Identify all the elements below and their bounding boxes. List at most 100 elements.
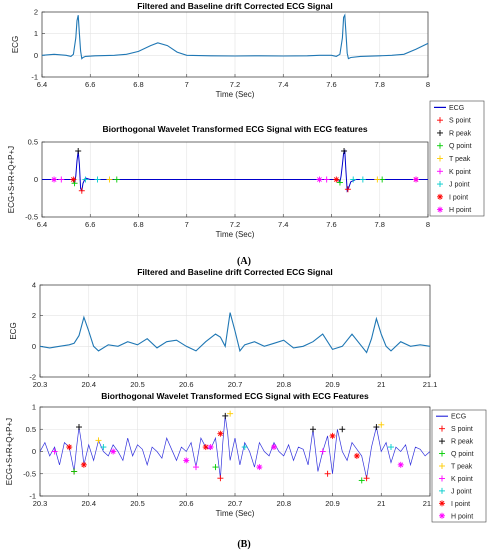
legend-label-q-point: Q point: [451, 451, 474, 458]
legend-label-h-point: H point: [449, 207, 471, 214]
marker-k-point: [323, 176, 330, 183]
marker-q-point: [113, 176, 120, 183]
y-tick-label: 0.5: [28, 138, 38, 147]
legend-label-k-point: K point: [451, 476, 473, 483]
marker-r-peak: [222, 412, 229, 419]
x-tick-label: 6.4: [37, 80, 47, 89]
chart-b-bottom: 20.3 20.4 20.5 20.6 20.7 20.8 20.9 21 21.1 -1 -0.5…: [5, 391, 487, 523]
series-line-ecg: [42, 149, 428, 193]
legend-swatch-t-peak: [439, 463, 445, 469]
chart-title: Biorthogonal Wavelet Transformed ECG Sig…: [101, 391, 369, 401]
marker-j-point: [388, 444, 394, 451]
marker-i-point: [66, 444, 73, 451]
y-tick-label: 2: [34, 8, 38, 17]
x-tick-label: 7.4: [278, 80, 288, 89]
x-tick-label: 21.1: [423, 380, 438, 389]
marker-h-point-d2: [208, 444, 214, 450]
chart-a-bottom: 6.4 6.6 6.8 7 7.2 7.4 7.6 7.8 8 -0.5 0 0.5 Biorthogo…: [7, 100, 485, 239]
legend-swatch-j-point: [439, 487, 445, 494]
marker-s-point: [344, 186, 351, 193]
x-tick-label: 8: [426, 80, 430, 89]
y-axis-label: ECG: [11, 36, 20, 53]
marker-r-peak: [76, 424, 82, 431]
legend-label-j-point: J point: [451, 488, 472, 495]
marker-t-peak: [378, 421, 385, 428]
legend: ECG S point R peak Q point T peak K point J po…: [431, 409, 487, 523]
x-tick-label: 6.6: [85, 220, 95, 229]
legend-label-t-peak: T peak: [451, 464, 473, 471]
x-axis-label: Time (Sec): [216, 509, 255, 518]
x-tick-label: 20.4: [81, 499, 96, 508]
marker-k-point: [51, 448, 58, 455]
y-tick-label: 0: [32, 447, 36, 456]
legend-label-j-point: J point: [449, 182, 470, 189]
y-tick-label: -1: [31, 73, 38, 82]
y-tick-label: 1: [32, 403, 36, 412]
legend-swatch-s-point: [439, 425, 445, 432]
panel-label-b: (B): [237, 539, 250, 550]
x-tick-label: 20.5: [130, 380, 145, 389]
legend-label-ecg: ECG: [449, 105, 464, 112]
x-tick-label: 7.2: [230, 80, 240, 89]
marker-i-point: [70, 176, 77, 183]
y-tick-label: -0.5: [23, 469, 36, 478]
marker-i-point-d2: [354, 453, 360, 459]
legend-label-t-peak: T peak: [449, 156, 471, 163]
marker-r-peak: [75, 148, 82, 154]
y-tick-label: 1: [34, 29, 38, 38]
x-axis-label: Time (Sec): [216, 90, 255, 99]
x-tick-label: 20.6: [179, 380, 194, 389]
x-tick-label: 7.6: [326, 80, 336, 89]
series-line-ecg: [40, 312, 430, 354]
legend-swatch-q-point: [437, 142, 443, 149]
x-tick-label: 20.6: [179, 499, 194, 508]
x-tick-label: 20.4: [81, 380, 96, 389]
marker-h-point-d2: [413, 177, 419, 182]
legend-label-h-point: H point: [451, 513, 473, 520]
marker-k-point: [193, 464, 199, 471]
marker-i-point: [333, 176, 340, 183]
marker-h-point: [397, 461, 404, 468]
x-tick-label: 7.8: [375, 220, 385, 229]
marker-i-point-d2: [330, 433, 335, 439]
x-tick-label: 6.6: [85, 80, 95, 89]
marker-i-point-d2: [203, 444, 209, 450]
marker-h-point-d2: [317, 177, 322, 182]
marker-k-point: [319, 448, 326, 455]
x-tick-label: 6.8: [133, 220, 143, 229]
x-tick-label: 7.8: [375, 80, 385, 89]
marker-q-point: [358, 477, 365, 484]
marker-i-point-d2: [70, 177, 76, 182]
marker-h-point-d2: [398, 462, 404, 468]
legend-swatch-q-point: [439, 450, 445, 457]
marker-h-point: [271, 444, 277, 451]
legend: ECG S point R peak Q point T peak K point J po…: [429, 100, 485, 217]
marker-h-point-d2: [183, 457, 189, 463]
y-axis-label: ECG: [9, 322, 18, 339]
marker-i-point-d2: [217, 431, 223, 437]
marker-h-point: [207, 444, 214, 451]
legend-swatch-i-point-d2: [437, 194, 443, 200]
axes-frame: [41, 11, 429, 78]
marker-j-point: [350, 176, 357, 183]
marker-i-point: [329, 432, 336, 439]
x-tick-label: 20.8: [276, 380, 291, 389]
legend-swatch-h-point-d2: [437, 207, 443, 213]
marker-i-point: [202, 444, 209, 451]
marker-t-peak: [95, 437, 102, 444]
marker-k-point: [58, 176, 65, 183]
legend-swatch-h-point: [437, 206, 443, 213]
legend-swatch-s-point: [437, 117, 443, 124]
y-axis-label: ECG+S+R+Q+P+J: [5, 418, 14, 485]
y-tick-label: 0: [34, 51, 38, 60]
marker-j-point: [94, 176, 101, 183]
marker-h-point-d2: [256, 464, 262, 470]
legend-swatch-t-peak: [437, 155, 443, 162]
x-tick-label: 20.8: [276, 499, 291, 508]
chart-title: Biorthogonal Wavelet Transformed ECG Sig…: [102, 124, 367, 134]
marker-i-point-d2: [81, 462, 87, 468]
x-tick-label: 20.3: [33, 380, 48, 389]
legend-label-ecg: ECG: [451, 414, 466, 421]
marker-h-point: [110, 448, 117, 455]
marker-s-point: [217, 475, 224, 482]
